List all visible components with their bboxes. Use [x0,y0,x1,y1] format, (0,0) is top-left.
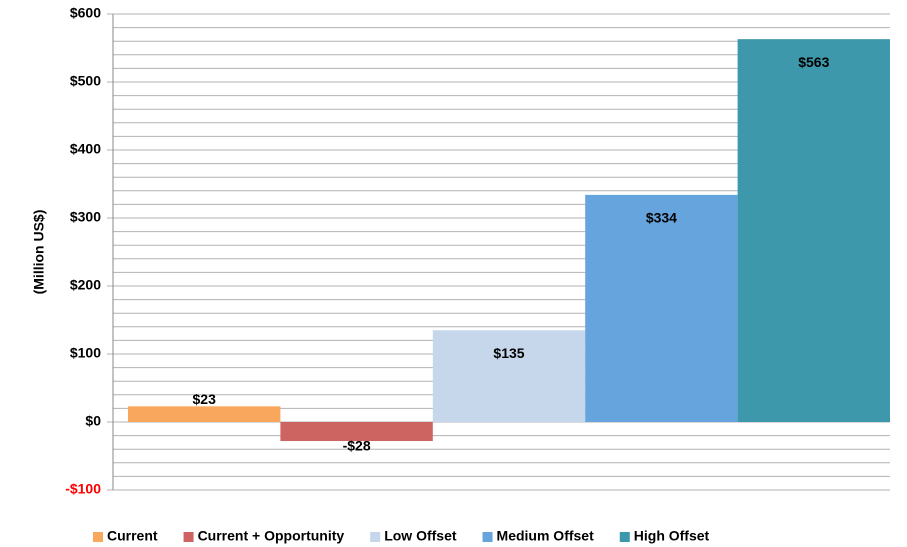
bar [585,194,738,422]
legend-label: Current [107,528,158,544]
legend-swatch [93,532,103,542]
legend-swatch [482,532,493,542]
data-label: $563 [798,54,829,70]
y-tick-label: $300 [70,209,101,225]
y-axis-label: (Million US$) [31,210,47,295]
y-tick-label: $600 [70,5,101,21]
y-tick-label: $0 [85,413,101,429]
y-tick-label: $500 [70,73,101,89]
y-tick-label: $100 [70,345,101,361]
bar [432,330,586,422]
bar [737,39,890,422]
bar [280,422,433,442]
y-tick-label: $200 [70,277,101,293]
data-label: $334 [646,210,677,226]
data-label: $23 [193,391,217,407]
y-tick-label: -$100 [65,481,101,497]
legend-label: High Offset [634,528,710,544]
legend-swatch [183,532,194,542]
data-label: $135 [493,345,524,361]
legend-label: Current + Opportunity [198,528,345,544]
y-tick-label: $400 [70,141,101,157]
legend-label: Medium Offset [497,528,595,544]
legend-label: Low Offset [384,528,457,544]
bar [128,406,281,422]
legend-swatch [619,532,630,542]
data-label: -$28 [343,438,371,454]
legend-swatch [370,532,381,542]
